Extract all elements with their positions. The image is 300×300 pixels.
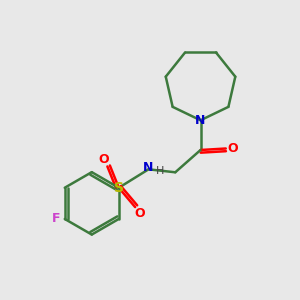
Text: S: S: [114, 181, 124, 195]
Text: O: O: [98, 153, 109, 166]
Text: O: O: [134, 207, 145, 220]
Text: F: F: [52, 212, 61, 226]
Text: N: N: [195, 114, 206, 127]
Text: H: H: [156, 166, 164, 176]
Text: O: O: [227, 142, 238, 155]
Text: N: N: [143, 161, 154, 174]
